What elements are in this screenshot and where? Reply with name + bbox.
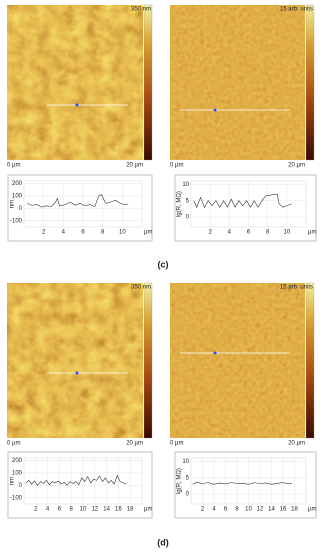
x-start: 0 µm — [170, 163, 183, 169]
x-tick-label: 18 — [127, 507, 134, 513]
y-tick-label: 0 — [19, 483, 23, 489]
x-axis-label: µm — [144, 507, 152, 513]
x-tick-label: 2 — [34, 507, 38, 513]
x-tick-label: 4 — [212, 507, 216, 513]
y-tick-label: 0 — [19, 206, 23, 212]
x-end: 20 µm — [126, 441, 143, 447]
x-tick-label: 14 — [268, 507, 275, 513]
profile-line — [26, 194, 129, 208]
x-axis-label: µm — [308, 507, 316, 513]
x-tick-label: 8 — [101, 230, 105, 236]
x-tick-label: 6 — [58, 507, 62, 513]
x-tick-label: 16 — [115, 507, 122, 513]
panel-label: (c) — [158, 259, 169, 269]
colorbar — [305, 4, 315, 161]
x-tick-label: 4 — [228, 230, 232, 236]
panel-label: (d) — [157, 537, 169, 547]
cursor-dot — [213, 351, 217, 355]
scale-top: 15 arb. units — [280, 285, 313, 291]
x-axis-label: µm — [144, 230, 152, 236]
x-start: 0 µm — [7, 163, 20, 169]
profile-line — [25, 474, 127, 486]
y-tick-label: 0 — [186, 215, 190, 221]
scale-top: 350 nm — [131, 285, 151, 291]
profile-frame — [7, 451, 153, 519]
cursor-dot — [75, 371, 79, 375]
y-axis-label: nm — [10, 200, 16, 208]
x-tick-label: 10 — [80, 507, 87, 513]
y-tick-label: -100 — [10, 218, 23, 224]
y-axis-label: lg(R, MΩ) — [177, 468, 183, 494]
afm-image — [7, 283, 143, 438]
afm-image — [7, 5, 143, 160]
x-tick-label: 6 — [247, 230, 251, 236]
x-tick-label: 16 — [280, 507, 287, 513]
colorbar — [143, 4, 153, 161]
y-tick-label: 10 — [182, 182, 189, 188]
x-tick-label: 14 — [103, 507, 110, 513]
y-axis-label: nm — [10, 477, 16, 485]
y-tick-label: 200 — [12, 181, 23, 187]
colorbar — [143, 282, 153, 439]
cursor-dot — [75, 103, 79, 107]
x-tick-label: 6 — [224, 507, 228, 513]
y-tick-label: -100 — [10, 495, 23, 501]
x-tick-label: 4 — [62, 230, 66, 236]
x-end: 20 µm — [288, 441, 305, 447]
y-tick-label: 100 — [12, 193, 23, 199]
x-tick-label: 10 — [119, 230, 126, 236]
x-tick-label: 4 — [46, 507, 50, 513]
afm-image — [170, 5, 305, 160]
scale-top: 15 arb. units — [280, 7, 313, 13]
y-tick-label: 10 — [182, 459, 189, 465]
x-tick-label: 18 — [291, 507, 298, 513]
cursor-dot — [213, 108, 217, 112]
y-tick-label: 5 — [186, 198, 190, 204]
x-end: 20 µm — [288, 163, 305, 169]
x-tick-label: 8 — [70, 507, 74, 513]
x-tick-label: 8 — [266, 230, 270, 236]
profile-frame — [7, 174, 153, 242]
x-tick-label: 2 — [201, 507, 205, 513]
y-tick-label: 100 — [12, 470, 23, 476]
x-start: 0 µm — [7, 441, 20, 447]
x-tick-label: 10 — [245, 507, 252, 513]
profile-line — [193, 193, 292, 209]
x-tick-label: 6 — [81, 230, 85, 236]
scale-top: 350 nm — [131, 7, 151, 13]
profile-frame — [174, 174, 317, 242]
x-tick-label: 2 — [42, 230, 46, 236]
x-tick-label: 12 — [257, 507, 264, 513]
afm-image — [170, 283, 305, 438]
colorbar — [305, 282, 315, 439]
y-tick-label: 5 — [186, 475, 190, 481]
y-tick-label: 200 — [12, 458, 23, 464]
x-tick-label: 2 — [208, 230, 212, 236]
x-tick-label: 10 — [283, 230, 290, 236]
x-start: 0 µm — [170, 441, 183, 447]
x-end: 20 µm — [126, 163, 143, 169]
y-axis-label: lg(R, MΩ) — [177, 191, 183, 217]
x-tick-label: 12 — [91, 507, 98, 513]
y-tick-label: 0 — [186, 492, 190, 498]
x-tick-label: 8 — [235, 507, 239, 513]
x-axis-label: µm — [308, 230, 316, 236]
profile-frame — [174, 451, 317, 519]
profile-line — [192, 481, 292, 485]
